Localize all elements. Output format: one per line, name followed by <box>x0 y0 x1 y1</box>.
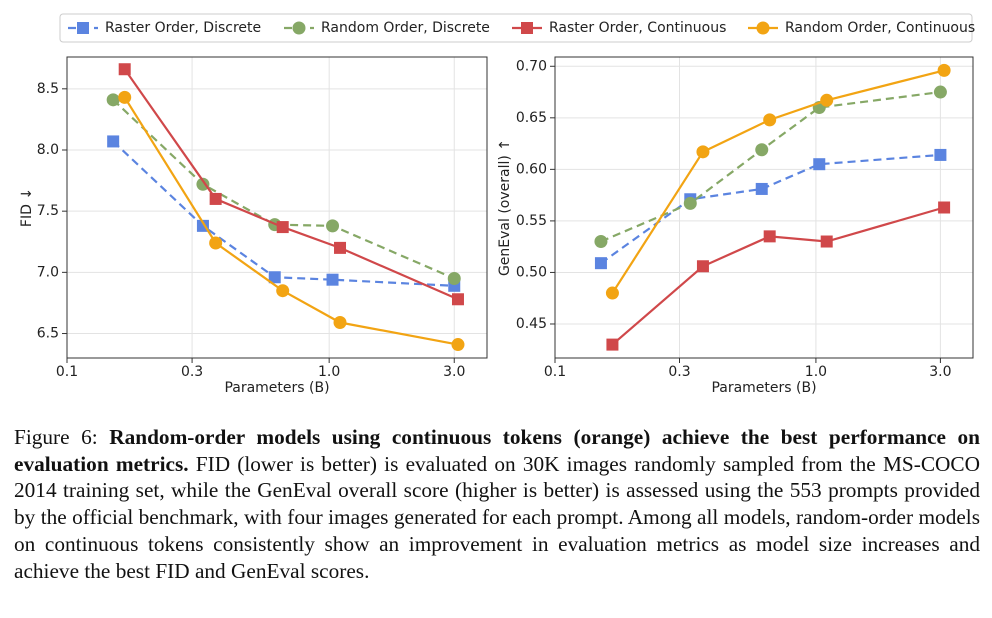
marker <box>820 235 833 248</box>
marker <box>447 271 461 285</box>
series-line <box>112 99 455 280</box>
x-tick-label: 3.0 <box>443 364 465 380</box>
marker <box>933 85 947 99</box>
marker <box>606 338 619 351</box>
legend-label: Raster Order, Discrete <box>105 20 261 36</box>
x-tick-label: 0.1 <box>544 364 566 380</box>
series-line <box>112 140 455 287</box>
marker <box>77 22 89 34</box>
caption-bold: Random-order models using continuous tok… <box>14 425 980 476</box>
y-tick-label: 7.0 <box>37 264 59 280</box>
y-tick-label: 8.0 <box>37 142 59 158</box>
marker <box>755 143 769 157</box>
plot-frame <box>554 56 974 359</box>
marker <box>326 219 340 233</box>
marker <box>209 236 223 250</box>
marker <box>107 135 120 148</box>
marker <box>820 93 834 107</box>
y-tick-label: 0.50 <box>516 264 547 280</box>
y-tick-label: 6.5 <box>37 326 59 342</box>
marker <box>605 286 619 300</box>
x-tick-label: 1.0 <box>318 364 340 380</box>
marker <box>763 113 777 127</box>
marker <box>209 192 222 205</box>
marker <box>196 177 210 191</box>
marker <box>334 241 347 254</box>
marker <box>276 284 290 298</box>
x-tick-label: 0.3 <box>181 364 203 380</box>
y-tick-label: 8.5 <box>37 81 59 97</box>
marker <box>696 145 710 159</box>
legend-label: Raster Order, Continuous <box>549 20 726 36</box>
y-tick-label: 0.65 <box>516 110 547 126</box>
y-tick-label: 0.70 <box>516 58 547 74</box>
figure: 0.1 0.3 1.0 3.0 6.5 7.0 7.5 8.0 8.5 Parameters (B… <box>19 13 975 396</box>
x-axis-label: Parameters (B) <box>711 380 816 396</box>
marker <box>594 235 608 249</box>
marker <box>683 196 697 210</box>
marker <box>326 273 339 286</box>
x-tick-label: 3.0 <box>929 364 951 380</box>
marker <box>292 21 306 35</box>
marker <box>333 316 347 330</box>
marker <box>451 293 464 306</box>
y-tick-label: 7.5 <box>37 203 59 219</box>
caption-text: FID (lower is better) is evaluated on 30… <box>14 451 980 583</box>
marker <box>118 90 132 104</box>
caption: Figure 6: Random-order models using cont… <box>14 424 980 584</box>
marker <box>696 260 709 273</box>
marker <box>594 257 607 270</box>
marker <box>813 158 826 171</box>
y-tick-label: 0.45 <box>516 316 547 332</box>
series-line <box>123 96 459 346</box>
marker <box>938 201 951 214</box>
marker <box>276 221 289 234</box>
marker <box>268 271 281 284</box>
series-line <box>600 153 941 265</box>
x-tick-label: 0.3 <box>668 364 690 380</box>
marker <box>934 148 947 161</box>
marker <box>756 21 770 35</box>
legend-label: Random Order, Discrete <box>321 20 490 36</box>
marker <box>521 22 533 34</box>
y-tick-label: 0.55 <box>516 213 547 229</box>
legend-label: Random Order, Continuous <box>785 20 975 36</box>
plot-frame <box>66 56 488 359</box>
x-tick-label: 0.1 <box>56 364 78 380</box>
series-line <box>123 68 459 301</box>
marker <box>937 63 951 77</box>
x-axis-label: Parameters (B) <box>224 380 329 396</box>
y-axis-label: FID ↓ <box>19 188 35 227</box>
marker <box>451 338 465 352</box>
caption-label: Figure 6: <box>14 425 98 449</box>
marker <box>763 230 776 243</box>
y-axis-label: GenEval (overall) ↑ <box>497 139 513 276</box>
x-tick-label: 1.0 <box>805 364 827 380</box>
marker <box>106 93 120 107</box>
marker <box>755 182 768 195</box>
marker <box>118 63 131 76</box>
y-tick-label: 0.60 <box>516 161 547 177</box>
